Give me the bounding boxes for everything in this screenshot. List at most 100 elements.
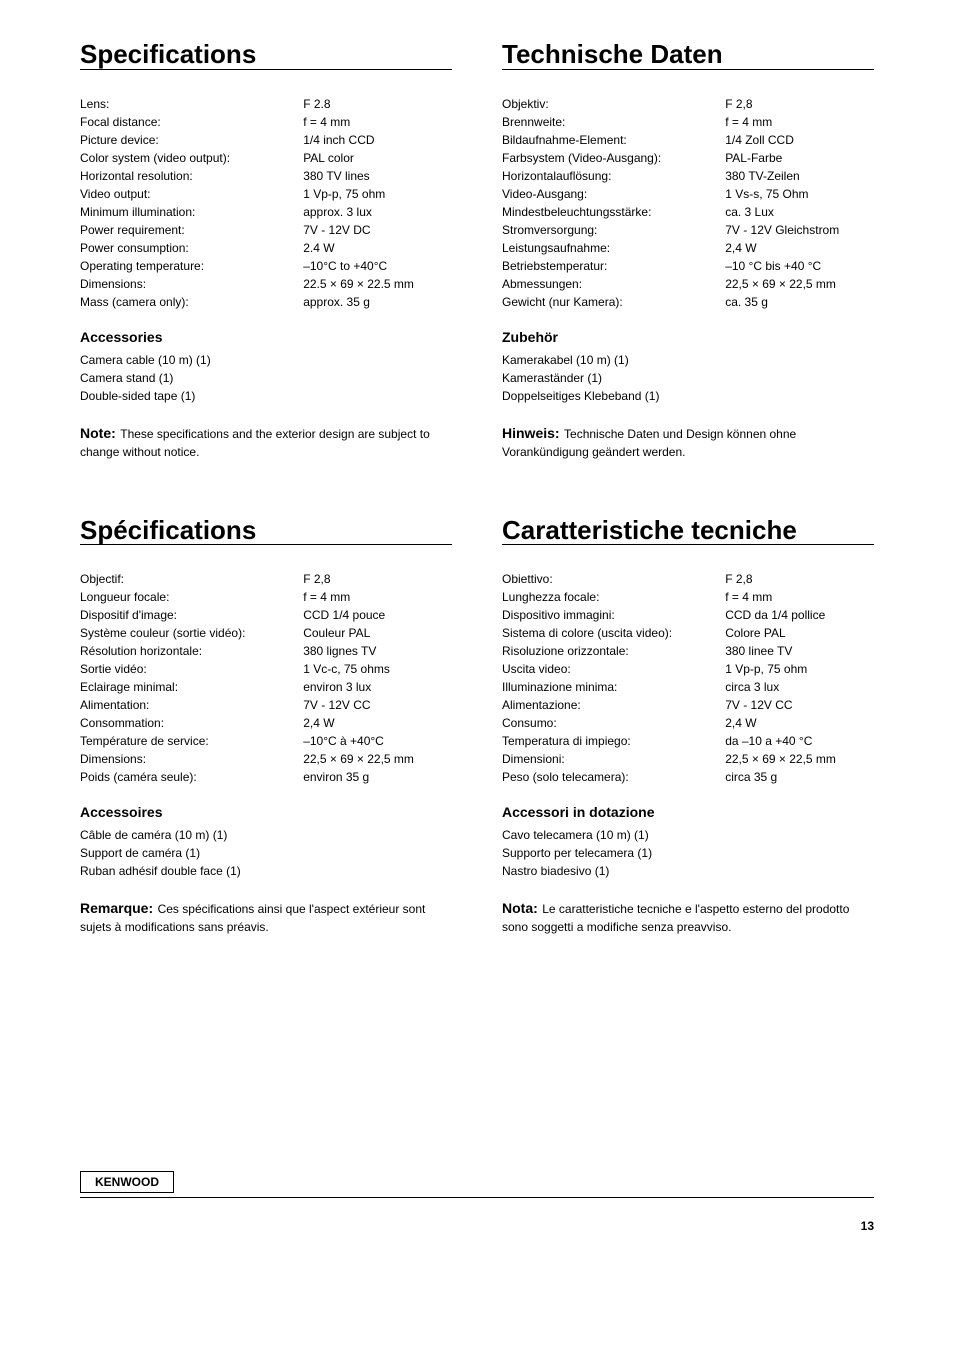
spec-label: Dimensions: <box>80 750 303 768</box>
spec-label: Risoluzione orizzontale: <box>502 642 725 660</box>
spec-label: Farbsystem (Video-Ausgang): <box>502 149 725 167</box>
spec-row: Risoluzione orizzontale:380 linee TV <box>502 642 874 660</box>
spec-row: Dimensions:22.5 × 69 × 22.5 mm <box>80 275 452 293</box>
spec-label: Peso (solo telecamera): <box>502 768 725 786</box>
spec-label: Betriebstemperatur: <box>502 257 725 275</box>
spec-row: Stromversorgung:7V - 12V Gleichstrom <box>502 221 874 239</box>
spec-label: Illuminazione minima: <box>502 678 725 696</box>
spec-label: Temperatura di impiego: <box>502 732 725 750</box>
spec-value: da –10 a +40 °C <box>725 732 874 750</box>
spec-value: F 2,8 <box>725 95 874 113</box>
spec-label: Horizontalauflösung: <box>502 167 725 185</box>
spec-value: 2.4 W <box>303 239 452 257</box>
spec-value: –10 °C bis +40 °C <box>725 257 874 275</box>
section-title-it: Caratteristiche tecniche <box>502 516 874 546</box>
spec-value: 7V - 12V CC <box>303 696 452 714</box>
spec-row: Sortie vidéo:1 Vc-c, 75 ohms <box>80 660 452 678</box>
spec-label: Longueur focale: <box>80 588 303 606</box>
spec-row: Brennweite:f = 4 mm <box>502 113 874 131</box>
row-2: Spécifications Objectif:F 2,8Longueur fo… <box>80 516 874 937</box>
accessory-list-de: Kamerakabel (10 m) (1)Kameraständer (1)D… <box>502 351 874 405</box>
spec-value: 1 Vs-s, 75 Ohm <box>725 185 874 203</box>
spec-table-en: Lens:F 2.8Focal distance:f = 4 mmPicture… <box>80 95 452 311</box>
spec-value: –10°C à +40°C <box>303 732 452 750</box>
spec-value: Colore PAL <box>725 624 874 642</box>
spec-value: PAL-Farbe <box>725 149 874 167</box>
spec-value: Couleur PAL <box>303 624 452 642</box>
spec-value: 1/4 Zoll CCD <box>725 131 874 149</box>
col-french: Spécifications Objectif:F 2,8Longueur fo… <box>80 516 452 937</box>
spec-value: approx. 3 lux <box>303 203 452 221</box>
spec-value: F 2,8 <box>303 570 452 588</box>
spec-table-fr: Objectif:F 2,8Longueur focale:f = 4 mmDi… <box>80 570 452 786</box>
spec-label: Obiettivo: <box>502 570 725 588</box>
spec-label: Video-Ausgang: <box>502 185 725 203</box>
spec-row: Alimentation:7V - 12V CC <box>80 696 452 714</box>
spec-value: 22,5 × 69 × 22,5 mm <box>303 750 452 768</box>
spec-label: Mindestbeleuchtungsstärke: <box>502 203 725 221</box>
spec-value: f = 4 mm <box>725 113 874 131</box>
spec-label: Horizontal resolution: <box>80 167 303 185</box>
spec-value: 22,5 × 69 × 22,5 mm <box>725 750 874 768</box>
spec-row: Température de service:–10°C à +40°C <box>80 732 452 750</box>
spec-value: 1/4 inch CCD <box>303 131 452 149</box>
spec-value: 2,4 W <box>303 714 452 732</box>
spec-value: 1 Vp-p, 75 ohm <box>725 660 874 678</box>
spec-value: 1 Vc-c, 75 ohms <box>303 660 452 678</box>
spec-value: F 2.8 <box>303 95 452 113</box>
spec-label: Sortie vidéo: <box>80 660 303 678</box>
spec-row: Mass (camera only):approx. 35 g <box>80 293 452 311</box>
accessory-item: Câble de caméra (10 m) (1) <box>80 826 452 844</box>
spec-row: Lens:F 2.8 <box>80 95 452 113</box>
spec-label: Objectif: <box>80 570 303 588</box>
spec-value: 380 TV-Zeilen <box>725 167 874 185</box>
spec-value: 1 Vp-p, 75 ohm <box>303 185 452 203</box>
note-en: Note: These specifications and the exter… <box>80 425 452 461</box>
spec-row: Horizontalauflösung:380 TV-Zeilen <box>502 167 874 185</box>
spec-label: Power consumption: <box>80 239 303 257</box>
spec-label: Lens: <box>80 95 303 113</box>
spec-row: Leistungsaufnahme:2,4 W <box>502 239 874 257</box>
note-label-fr: Remarque: <box>80 900 153 916</box>
accessory-list-fr: Câble de caméra (10 m) (1)Support de cam… <box>80 826 452 880</box>
spec-label: Uscita video: <box>502 660 725 678</box>
accessory-item: Kameraständer (1) <box>502 369 874 387</box>
footer: KENWOOD <box>80 1171 874 1198</box>
note-label-it: Nota: <box>502 900 538 916</box>
col-english: Specifications Lens:F 2.8Focal distance:… <box>80 40 452 461</box>
spec-row: Video output:1 Vp-p, 75 ohm <box>80 185 452 203</box>
accessories-title-de: Zubehör <box>502 329 874 345</box>
spec-row: Farbsystem (Video-Ausgang):PAL-Farbe <box>502 149 874 167</box>
spec-label: Alimentation: <box>80 696 303 714</box>
footer-line <box>80 1197 874 1198</box>
accessory-item: Cavo telecamera (10 m) (1) <box>502 826 874 844</box>
spec-value: CCD 1/4 pouce <box>303 606 452 624</box>
note-label-en: Note: <box>80 425 116 441</box>
note-it: Nota: Le caratteristiche tecniche e l'as… <box>502 900 874 936</box>
spec-row: Focal distance:f = 4 mm <box>80 113 452 131</box>
section-title-en: Specifications <box>80 40 452 70</box>
spec-value: 7V - 12V DC <box>303 221 452 239</box>
spec-label: Dispositif d'image: <box>80 606 303 624</box>
spec-label: Objektiv: <box>502 95 725 113</box>
spec-value: ca. 35 g <box>725 293 874 311</box>
spec-value: –10°C to +40°C <box>303 257 452 275</box>
spec-row: Système couleur (sortie vidéo):Couleur P… <box>80 624 452 642</box>
spec-row: Eclairage minimal:environ 3 lux <box>80 678 452 696</box>
accessory-item: Doppelseitiges Klebeband (1) <box>502 387 874 405</box>
spec-row: Longueur focale:f = 4 mm <box>80 588 452 606</box>
spec-label: Température de service: <box>80 732 303 750</box>
spec-value: environ 3 lux <box>303 678 452 696</box>
spec-value: 22.5 × 69 × 22.5 mm <box>303 275 452 293</box>
accessories-title-it: Accessori in dotazione <box>502 804 874 820</box>
spec-value: f = 4 mm <box>303 588 452 606</box>
spec-label: Eclairage minimal: <box>80 678 303 696</box>
spec-value: f = 4 mm <box>725 588 874 606</box>
spec-label: Consommation: <box>80 714 303 732</box>
spec-row: Objektiv:F 2,8 <box>502 95 874 113</box>
col-german: Technische Daten Objektiv:F 2,8Brennweit… <box>502 40 874 461</box>
note-fr: Remarque: Ces spécifications ainsi que l… <box>80 900 452 936</box>
spec-row: Power consumption:2.4 W <box>80 239 452 257</box>
spec-row: Minimum illumination:approx. 3 lux <box>80 203 452 221</box>
spec-label: Résolution horizontale: <box>80 642 303 660</box>
